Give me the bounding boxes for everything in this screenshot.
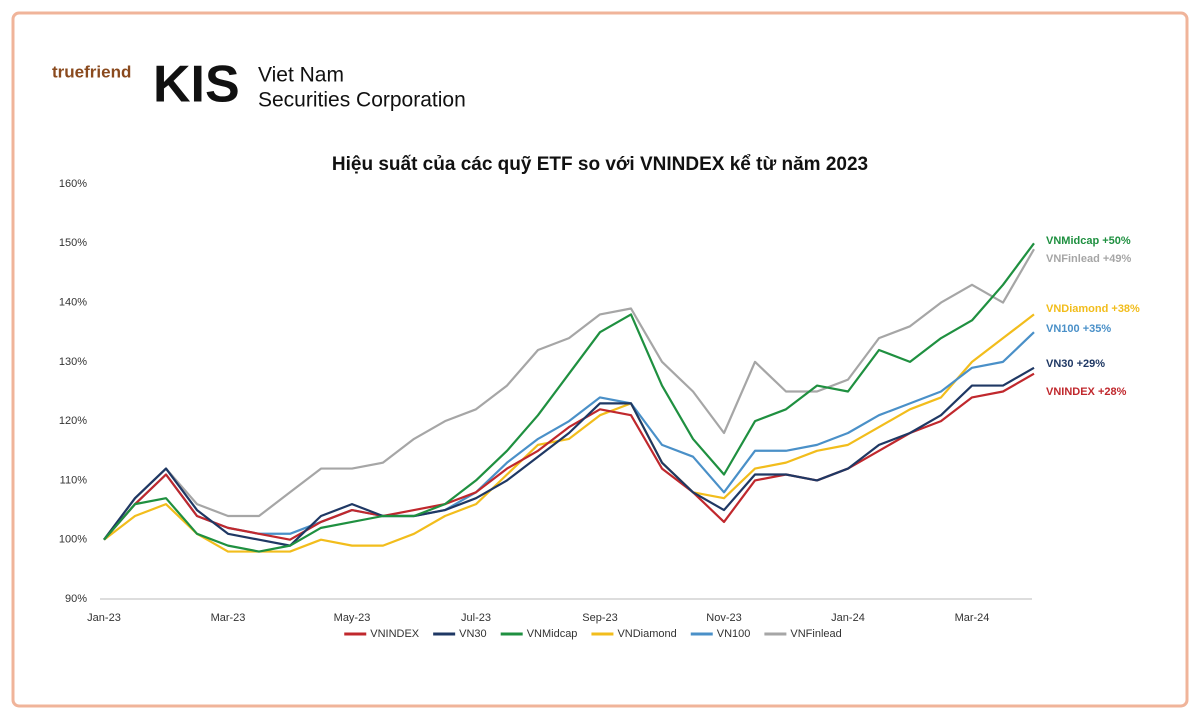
legend-label: VN30 (459, 628, 487, 640)
legend-label: VNDiamond (617, 628, 676, 640)
frame (11, 11, 1189, 708)
x-tick-label: Jan-23 (87, 612, 121, 624)
series-line (103, 331, 1035, 541)
series-line (103, 372, 1035, 541)
x-tick-label: Jul-23 (461, 612, 491, 624)
x-tick-label: Jan-24 (831, 612, 865, 624)
y-tick-label: 100% (59, 534, 87, 546)
legend-label: VNFinlead (790, 628, 841, 640)
series-line (103, 248, 1035, 541)
y-tick-label: 130% (59, 356, 87, 368)
x-tick-label: Nov-23 (706, 612, 741, 624)
chart-title: Hiệu suất của các quỹ ETF so với VNINDEX… (332, 154, 868, 175)
y-tick-label: 160% (59, 178, 87, 190)
y-tick-label: 150% (59, 237, 87, 249)
legend-label: VNMidcap (527, 628, 578, 640)
series-line (103, 366, 1035, 547)
x-tick-label: Mar-23 (211, 612, 246, 624)
end-label: VNINDEX +28% (1046, 386, 1127, 398)
legend-label: VN100 (717, 628, 751, 640)
logo-company: Viet Nam (258, 64, 344, 87)
y-tick-label: 120% (59, 415, 87, 427)
y-tick-label: 110% (60, 474, 88, 486)
end-label: VNFinlead +49% (1046, 253, 1132, 265)
logo-company: Securities Corporation (258, 89, 466, 112)
series-line (103, 242, 1035, 553)
x-tick-label: Sep-23 (582, 612, 617, 624)
y-tick-label: 90% (65, 593, 87, 605)
end-label: VNDiamond +38% (1046, 303, 1140, 315)
logo-slogan: truefriend (52, 62, 131, 81)
end-label: VN30 +29% (1046, 358, 1105, 370)
legend-label: VNINDEX (370, 628, 420, 640)
end-label: VN100 +35% (1046, 323, 1111, 335)
logo-brand: KIS (153, 56, 240, 114)
end-label: VNMidcap +50% (1046, 235, 1131, 247)
x-tick-label: May-23 (334, 612, 371, 624)
x-tick-label: Mar-24 (955, 612, 990, 624)
y-tick-label: 140% (59, 296, 87, 308)
